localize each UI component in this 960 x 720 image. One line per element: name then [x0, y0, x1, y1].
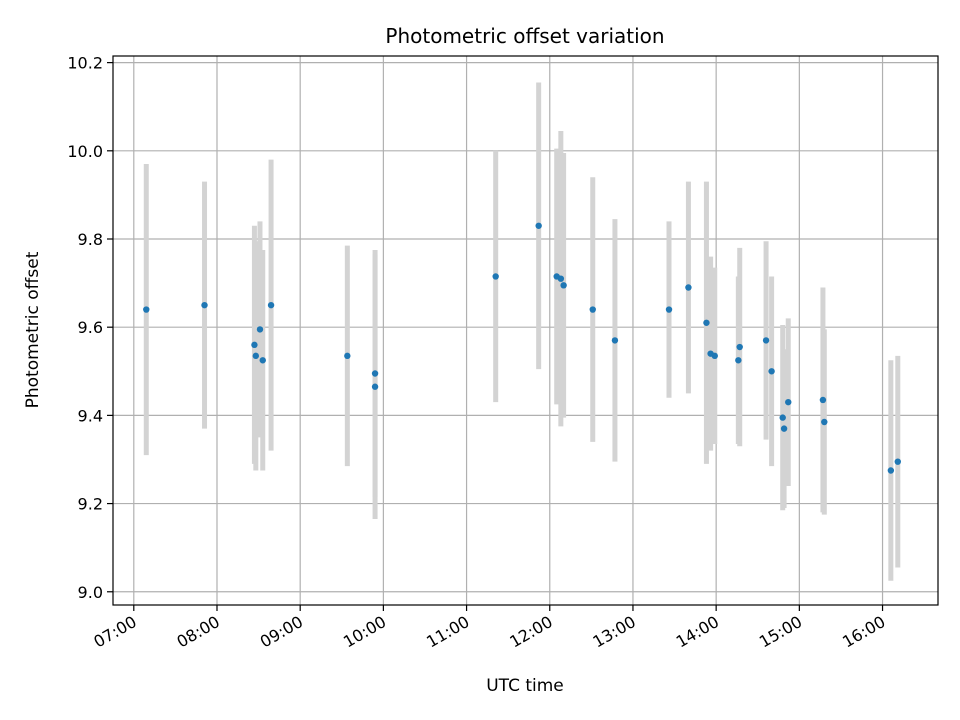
data-point	[887, 467, 895, 474]
data-point	[780, 425, 788, 432]
data-point	[256, 326, 264, 333]
data-point	[535, 222, 542, 229]
y-tick-label: 9.0	[78, 583, 103, 602]
x-tick-label: 07:00	[90, 612, 139, 652]
data-point	[560, 282, 567, 289]
data-point	[371, 383, 379, 390]
data-point	[685, 284, 692, 291]
data-point	[785, 398, 792, 406]
data-point	[267, 301, 275, 309]
y-tick-label: 9.6	[78, 318, 103, 337]
grid	[113, 56, 938, 605]
data-point	[371, 370, 379, 377]
data-point	[711, 352, 718, 360]
data-point	[252, 352, 260, 360]
data-point	[665, 306, 673, 313]
y-tick-label: 9.8	[78, 230, 103, 249]
data-point	[143, 306, 150, 313]
data-point	[201, 301, 208, 309]
x-tick-label: 14:00	[673, 612, 722, 652]
data-point	[259, 357, 266, 364]
chart-title: Photometric offset variation	[385, 24, 664, 48]
data-point	[768, 368, 775, 375]
data-point	[589, 306, 596, 313]
x-tick-label: 11:00	[423, 612, 472, 652]
y-axis-label: Photometric offset	[23, 251, 43, 408]
x-tick-label: 12:00	[506, 612, 555, 652]
y-tick-label: 9.4	[78, 406, 103, 425]
data-point	[819, 396, 827, 404]
data-point	[344, 352, 351, 360]
y-tick-label: 10.2	[67, 54, 103, 73]
data-point	[251, 341, 258, 349]
x-tick-label: 15:00	[756, 612, 805, 652]
data-point	[703, 319, 710, 326]
x-tick-label: 13:00	[590, 612, 639, 652]
y-tick-label: 10.0	[67, 142, 103, 161]
x-axis-ticks: 07:00 08:00 09:00 10:00 11:00 12:00 13:00 14:00…	[90, 605, 889, 652]
y-axis-ticks: 9.0 9.2 9.4 9.6 9.8 10.0 10.2	[67, 54, 113, 602]
data-point	[821, 418, 828, 426]
data-point	[779, 414, 786, 421]
x-tick-label: 08:00	[174, 612, 223, 652]
data-point	[492, 273, 499, 280]
plot-frame	[112, 55, 939, 606]
y-tick-label: 9.2	[78, 495, 103, 514]
data-point	[735, 357, 742, 364]
data-point	[736, 343, 743, 351]
data-point	[762, 337, 770, 344]
x-tick-label: 10:00	[340, 612, 389, 652]
data-points	[143, 222, 901, 474]
data-point	[611, 337, 619, 344]
x-tick-label: 09:00	[257, 612, 306, 652]
data-point	[894, 458, 901, 465]
x-axis-label: UTC time	[486, 676, 564, 696]
data-point	[557, 275, 565, 282]
x-tick-label: 16:00	[839, 612, 888, 652]
